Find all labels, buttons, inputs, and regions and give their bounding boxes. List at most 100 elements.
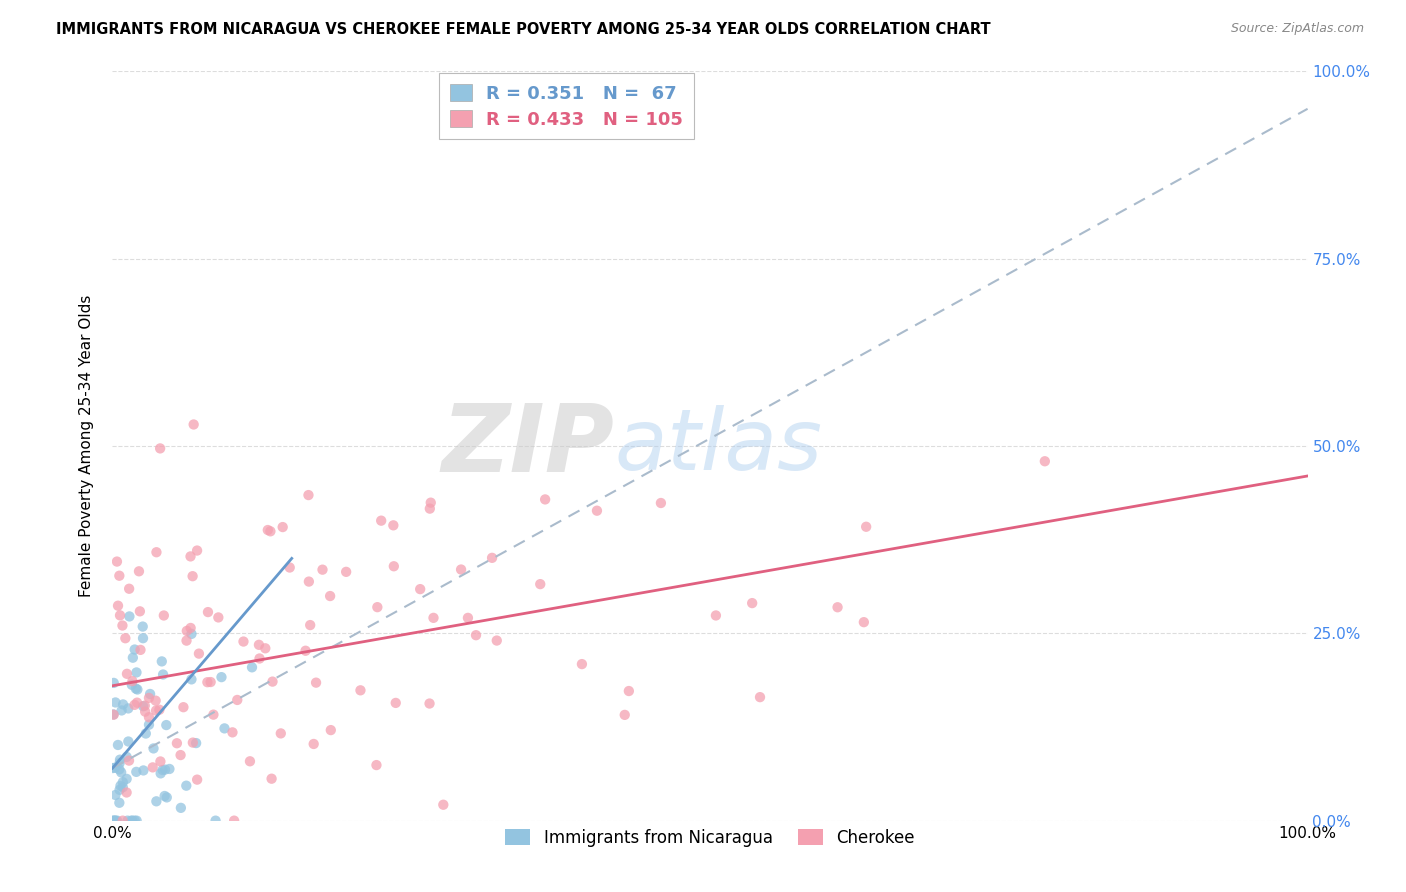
Point — [240, 660, 263, 674]
Point — [319, 589, 342, 603]
Point — [207, 610, 229, 624]
Point — [186, 543, 208, 558]
Point — [180, 673, 202, 687]
Point — [571, 657, 593, 672]
Point — [115, 785, 138, 799]
Point — [278, 560, 301, 574]
Point — [270, 726, 292, 740]
Point — [125, 696, 148, 710]
Point — [534, 492, 557, 507]
Point — [704, 608, 727, 623]
Point — [481, 550, 503, 565]
Point — [103, 707, 125, 722]
Point — [118, 582, 141, 596]
Point — [224, 814, 246, 828]
Text: IMMIGRANTS FROM NICARAGUA VS CHEROKEE FEMALE POVERTY AMONG 25-34 YEAR OLDS CORRE: IMMIGRANTS FROM NICARAGUA VS CHEROKEE FE… — [56, 22, 991, 37]
Point — [121, 674, 143, 689]
Point — [249, 651, 271, 665]
Point — [105, 555, 128, 569]
Point — [111, 780, 134, 795]
Point — [181, 569, 204, 583]
Point — [465, 628, 488, 642]
Point — [104, 814, 127, 828]
Point — [101, 814, 124, 828]
Point — [200, 675, 222, 690]
Point — [118, 754, 141, 768]
Point — [124, 814, 146, 828]
Point — [302, 737, 325, 751]
Point — [187, 647, 209, 661]
Point — [118, 609, 141, 624]
Point — [485, 633, 508, 648]
Point — [529, 577, 551, 591]
Point — [108, 608, 131, 623]
Point — [827, 600, 849, 615]
Point — [108, 568, 131, 582]
Point — [366, 600, 388, 615]
Point — [305, 675, 328, 690]
Point — [197, 605, 219, 619]
Point — [613, 707, 636, 722]
Point — [457, 611, 479, 625]
Point — [111, 618, 134, 632]
Point — [294, 644, 316, 658]
Point — [170, 801, 193, 815]
Point — [107, 738, 129, 752]
Point — [382, 518, 405, 533]
Point — [202, 707, 225, 722]
Point — [101, 761, 124, 775]
Point — [128, 564, 150, 578]
Point — [450, 562, 472, 576]
Point — [370, 514, 392, 528]
Point — [134, 705, 156, 719]
Y-axis label: Female Poverty Among 25-34 Year Olds: Female Poverty Among 25-34 Year Olds — [79, 295, 94, 597]
Point — [239, 754, 262, 768]
Point — [121, 814, 143, 828]
Point — [124, 698, 146, 712]
Point — [107, 599, 129, 613]
Point — [104, 814, 127, 828]
Point — [254, 641, 277, 656]
Point — [125, 681, 148, 696]
Point — [145, 794, 167, 808]
Text: atlas: atlas — [614, 404, 823, 488]
Point — [650, 496, 672, 510]
Point — [260, 772, 283, 786]
Point — [124, 642, 146, 657]
Point — [142, 760, 165, 774]
Point — [111, 775, 134, 789]
Point — [117, 734, 139, 748]
Point — [132, 699, 155, 714]
Point — [134, 698, 156, 713]
Point — [138, 690, 160, 705]
Point — [298, 574, 321, 589]
Point — [112, 698, 135, 712]
Point — [259, 524, 281, 539]
Point — [132, 619, 155, 633]
Point — [184, 736, 207, 750]
Point — [382, 559, 405, 574]
Point — [214, 722, 236, 736]
Point — [138, 717, 160, 731]
Point — [125, 665, 148, 680]
Point — [150, 654, 173, 668]
Point — [108, 782, 131, 797]
Point — [148, 703, 170, 717]
Point — [232, 634, 254, 648]
Point — [115, 666, 138, 681]
Point — [108, 796, 131, 810]
Point — [349, 683, 371, 698]
Point — [166, 736, 188, 750]
Point — [247, 638, 270, 652]
Point — [174, 779, 197, 793]
Point — [111, 703, 134, 717]
Point — [176, 624, 198, 638]
Point — [319, 723, 342, 738]
Point — [617, 684, 640, 698]
Point — [121, 678, 143, 692]
Point — [125, 814, 148, 828]
Point — [176, 633, 198, 648]
Point — [152, 667, 174, 681]
Point — [180, 549, 202, 564]
Point — [221, 725, 243, 739]
